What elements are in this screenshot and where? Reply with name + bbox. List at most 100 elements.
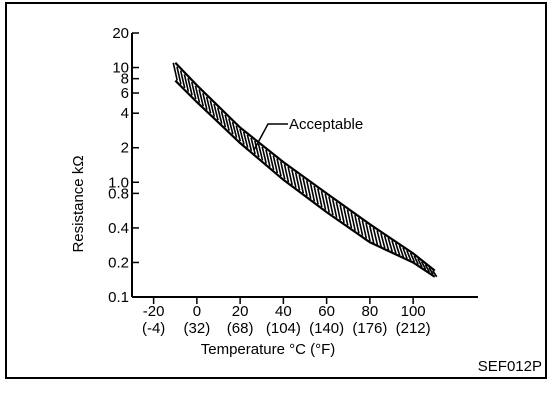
band-hatch [409, 252, 416, 263]
band-hatch [406, 250, 412, 261]
band-hatch [209, 100, 216, 117]
y-tick-label: 0.4 [108, 220, 129, 237]
band-hatch [328, 196, 334, 216]
band-hatch [268, 152, 275, 171]
y-axis-title: Resistance kΩ [70, 155, 87, 252]
x-tick-label-celsius: 60 [318, 303, 335, 320]
x-axis-title: Temperature °C (°F) [201, 341, 336, 358]
band-hatch [354, 214, 360, 234]
series-layer [172, 62, 438, 278]
y-tick-label: 2 [121, 140, 129, 157]
band-hatch [350, 212, 356, 231]
band-hatch [254, 140, 260, 158]
figure-code: SEF012P [478, 358, 542, 375]
y-tick-label: 0.1 [108, 289, 129, 306]
band-hatch [279, 161, 286, 180]
band-hatch [246, 134, 253, 152]
band-hatch [357, 217, 364, 236]
band-hatch [202, 92, 208, 110]
band-hatch [250, 137, 256, 155]
x-tick-label-celsius: 100 [401, 303, 426, 320]
band-hatch [335, 201, 342, 221]
band-hatch [213, 103, 219, 121]
band-hatch [194, 85, 201, 103]
outer-frame [5, 2, 547, 379]
x-tick-label-fahrenheit: (104) [266, 320, 301, 337]
band-hatch [187, 78, 193, 96]
band-hatch [402, 247, 408, 259]
band-hatch [198, 89, 204, 107]
band-hatch [272, 155, 279, 174]
band-hatch [424, 264, 431, 273]
band-hatch [224, 114, 230, 131]
band-hatch [420, 261, 427, 270]
band-hatch [391, 240, 397, 254]
band-hatch [346, 209, 353, 229]
x-tick-label-fahrenheit: (212) [396, 320, 431, 337]
band-hatch [339, 204, 345, 224]
band-hatch [294, 172, 301, 191]
band-hatch [417, 258, 423, 268]
y-tick-label: 20 [112, 25, 129, 42]
band-hatch [191, 81, 197, 100]
band-hatch [394, 242, 401, 256]
band-hatch [368, 225, 375, 244]
band-hatch [183, 74, 190, 92]
y-tick-label: 10 [112, 60, 129, 77]
band-hatch [302, 177, 308, 197]
y-tick-label: 0.2 [108, 254, 129, 271]
band-hatch [205, 96, 212, 114]
band-hatch [413, 255, 419, 265]
band-hatch [342, 206, 349, 226]
acceptable-label: Acceptable [289, 116, 363, 133]
band-hatch [365, 222, 371, 242]
band-hatch [220, 111, 227, 128]
x-tick-label-fahrenheit: (140) [309, 320, 344, 337]
band-hatch [228, 118, 234, 135]
band-hatch [305, 180, 312, 199]
band-hatch [432, 270, 438, 278]
band-hatch [380, 232, 386, 249]
y-tick-label: 1.0 [108, 174, 129, 191]
band-hatch [317, 188, 323, 208]
x-tick-label-fahrenheit: (-4) [142, 320, 165, 337]
band-hatch [179, 70, 186, 89]
x-tick-label-celsius: 40 [275, 303, 292, 320]
y-tick-label: 4 [121, 105, 129, 122]
band-hatch [287, 166, 293, 186]
y-tick-label: 0.8 [108, 185, 129, 202]
band-lower-bound [174, 79, 436, 278]
x-tick-label-fahrenheit: (32) [184, 320, 211, 337]
band-hatch [298, 174, 305, 194]
band-hatch [172, 62, 179, 81]
band-hatch [361, 220, 368, 239]
band-hatch [383, 235, 390, 251]
band-hatch [331, 198, 338, 218]
x-ticks: -20(-4) 0(32) 20(68) 40(104) 60(140) 80(176) 1… [142, 297, 431, 337]
x-tick-label-fahrenheit: (176) [352, 320, 387, 337]
band-hatch [320, 190, 327, 210]
band-hatch [216, 107, 223, 124]
band-hatch [257, 143, 264, 161]
x-tick-label-fahrenheit: (68) [227, 320, 254, 337]
band-hatch [239, 128, 245, 145]
band-hatch [283, 164, 290, 183]
band-hatch [276, 158, 282, 177]
y-tick-label: 6 [121, 85, 129, 102]
band-hatch [387, 237, 394, 253]
band-hatch [261, 146, 267, 164]
x-tick-label-celsius: 20 [232, 303, 249, 320]
band-hatch [313, 185, 319, 205]
y-tick-label: 8 [121, 71, 129, 88]
band-hatch [376, 230, 382, 247]
band-hatch [372, 227, 379, 246]
band-hatch [428, 267, 434, 275]
band-hatch [242, 131, 249, 148]
band-hatch [309, 182, 316, 202]
band-hatch [291, 169, 297, 188]
acceptable-leader-line [253, 123, 288, 151]
band-hatch [231, 121, 238, 138]
x-tick-label-celsius: 0 [193, 303, 201, 320]
